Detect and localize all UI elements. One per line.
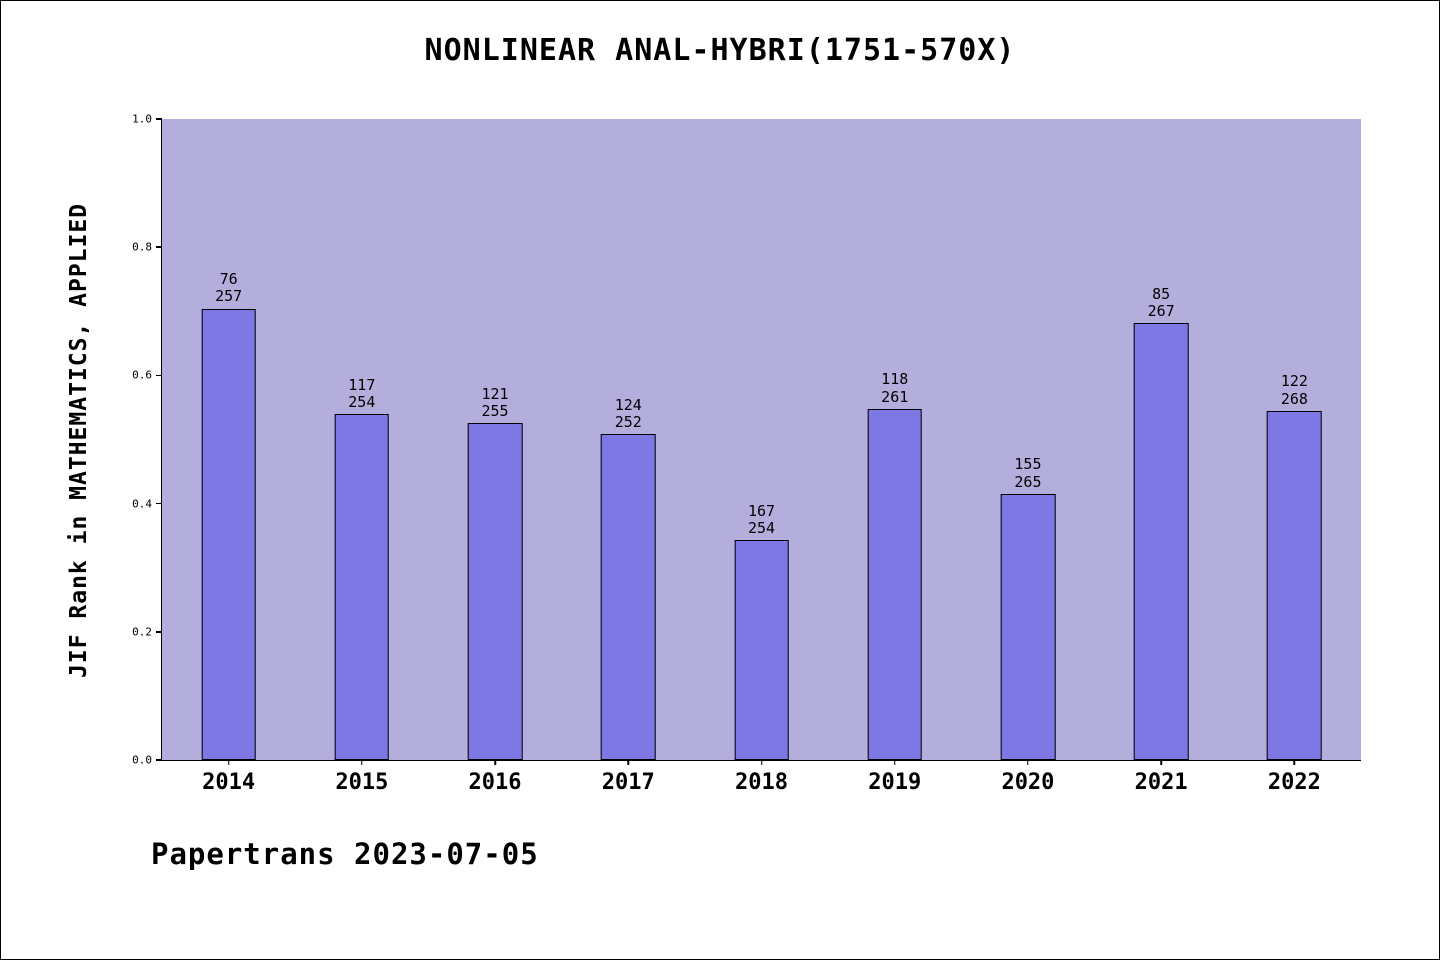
plot-area: 0.0 0.2 0.4 0.6 0.8 1.0 76 257 2014 117 254 2015 1… [132, 114, 1361, 795]
x-tick-mark [893, 760, 896, 765]
bar [734, 540, 789, 760]
footer-watermark: Papertrans 2023-07-05 [151, 837, 539, 871]
x-tick-label: 2020 [1001, 770, 1055, 795]
bar-value-label: 122 268 [1280, 372, 1308, 408]
x-tick-mark [494, 760, 496, 765]
y-tick-label: 0.2 [132, 625, 152, 639]
y-tick-label: 0.6 [132, 368, 152, 382]
bar-value-label: 167 254 [747, 501, 776, 538]
bar-value-label: 155 265 [1014, 455, 1042, 491]
bar-value-label: 117 254 [348, 375, 376, 412]
bar-value-label: 121 255 [481, 384, 509, 420]
y-tick-label: 1.0 [132, 112, 152, 126]
bar [1000, 493, 1056, 760]
bar-value-label: 76 257 [215, 270, 243, 306]
x-tick-label: 2019 [868, 770, 922, 795]
y-tick-mark [156, 246, 162, 248]
y-tick-mark [156, 118, 162, 120]
y-tick-label: 0.8 [132, 240, 152, 254]
x-tick-label: 2021 [1134, 770, 1188, 795]
bar [334, 414, 390, 760]
bar [867, 408, 923, 760]
bar-value-label: 85 267 [1147, 284, 1175, 320]
bar-value-label: 124 252 [614, 395, 642, 432]
y-tick-mark [156, 374, 162, 377]
bar-value-label: 118 261 [881, 370, 909, 406]
x-tick-label: 2016 [468, 770, 522, 795]
x-tick-mark [361, 760, 363, 765]
y-tick-mark [156, 631, 162, 633]
x-tick-mark [227, 760, 230, 765]
x-tick-label: 2018 [735, 770, 788, 795]
x-tick-mark [1027, 760, 1029, 765]
x-tick-label: 2017 [601, 770, 655, 795]
y-tick-mark [156, 502, 162, 505]
y-tick-label: 0.4 [132, 497, 152, 511]
x-tick-mark [627, 760, 630, 765]
x-tick-label: 2014 [202, 770, 256, 795]
bar [1133, 323, 1189, 760]
chart-title: NONLINEAR ANAL-HYBRI(1751-570X) [424, 33, 1016, 68]
bar [600, 434, 656, 760]
x-tick-label: 2022 [1267, 770, 1321, 795]
bar [1267, 410, 1322, 760]
y-tick-label: 0.0 [132, 753, 152, 767]
bar [467, 423, 523, 760]
y-tick-mark [156, 759, 162, 761]
bar [201, 308, 256, 760]
x-tick-label: 2015 [335, 770, 389, 795]
x-tick-mark [760, 760, 763, 765]
x-tick-mark [1160, 760, 1162, 765]
y-axis-label: JIF Rank in MATHEMATICS, APPLIED [66, 202, 92, 678]
x-tick-mark [1293, 760, 1296, 765]
